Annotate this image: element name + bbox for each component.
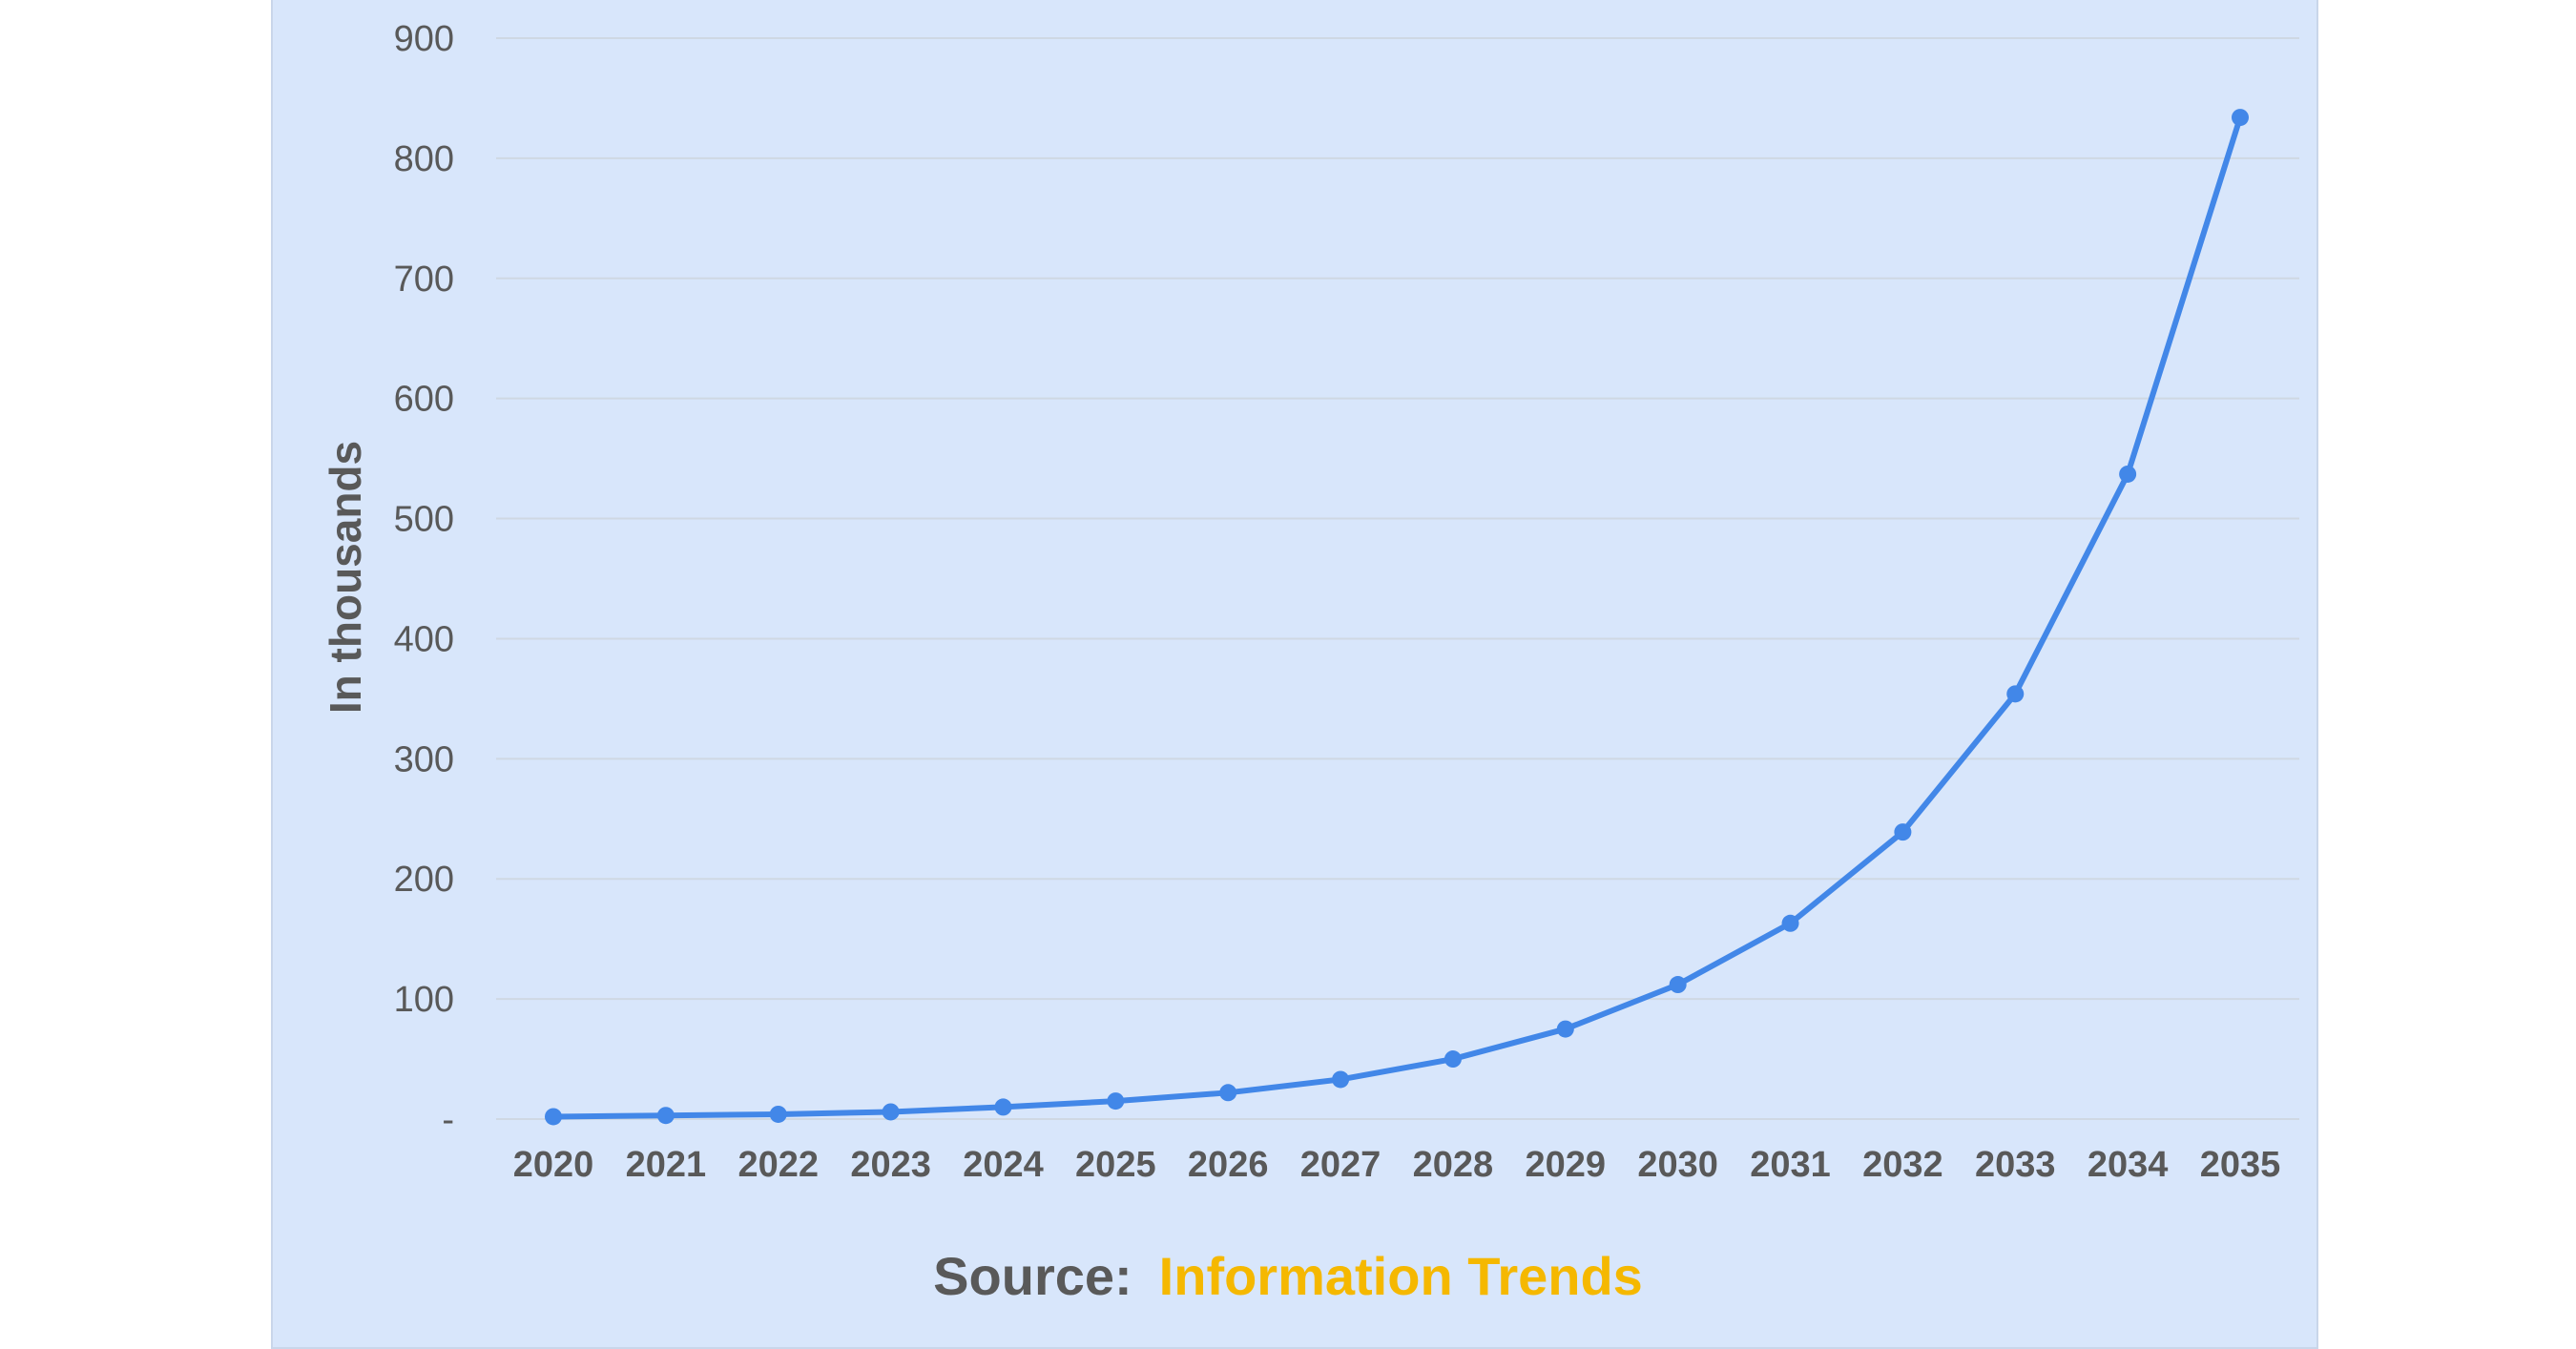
data-point <box>2006 685 2025 703</box>
x-tick-label: 2021 <box>626 1145 707 1185</box>
x-tick-label: 2024 <box>963 1145 1044 1185</box>
data-point <box>882 1103 900 1121</box>
data-point <box>1781 914 1799 932</box>
data-points <box>545 109 2249 1126</box>
x-tick-label: 2029 <box>1526 1145 1607 1185</box>
data-point <box>2119 465 2137 483</box>
y-tick-label: - <box>442 1100 454 1140</box>
data-point <box>656 1107 675 1125</box>
y-tick-label: 500 <box>394 500 454 540</box>
x-axis-ticks: 2020 2021 2022 2023 2024 2025 2026 2027 2028 2029… <box>513 1145 2281 1185</box>
data-point <box>2232 109 2249 127</box>
series-line <box>551 114 2243 1120</box>
source-value: Information Trends <box>1158 1246 1643 1306</box>
data-point <box>1894 823 1912 841</box>
x-tick-label: 2023 <box>850 1145 931 1185</box>
x-tick-label: 2032 <box>1862 1145 1943 1185</box>
data-point <box>545 1108 562 1126</box>
x-tick-label: 2031 <box>1750 1145 1831 1185</box>
y-axis-label: In thousands <box>321 441 370 714</box>
chart-panel <box>271 0 2318 1349</box>
y-tick-label: 700 <box>394 259 454 300</box>
series-line-layer <box>551 114 2243 1120</box>
source-caption: Source: Information Trends <box>0 1245 2576 1307</box>
x-tick-label: 2028 <box>1413 1145 1494 1185</box>
y-tick-label: 900 <box>394 19 454 59</box>
gridlines <box>496 37 2299 1120</box>
y-tick-label: 100 <box>394 980 454 1020</box>
data-point <box>1107 1092 1125 1110</box>
x-tick-label: 2026 <box>1188 1145 1269 1185</box>
data-point <box>1669 976 1687 994</box>
y-tick-label: 400 <box>394 619 454 659</box>
x-tick-label: 2027 <box>1300 1145 1381 1185</box>
data-point <box>1444 1050 1462 1069</box>
data-point <box>994 1098 1012 1116</box>
y-tick-label: 300 <box>394 739 454 779</box>
x-tick-label: 2033 <box>1975 1145 2056 1185</box>
x-tick-label: 2020 <box>513 1145 594 1185</box>
y-tick-label: 800 <box>394 139 454 179</box>
y-axis-ticks: - 100 200 300 400 500 600 700 800 900 <box>394 19 454 1140</box>
data-point <box>1556 1020 1574 1038</box>
x-tick-label: 2035 <box>2200 1145 2281 1185</box>
x-tick-label: 2030 <box>1637 1145 1718 1185</box>
data-point <box>1332 1070 1350 1089</box>
y-tick-label: 600 <box>394 380 454 420</box>
x-tick-label: 2034 <box>2088 1145 2169 1185</box>
source-label: Source: <box>933 1246 1132 1306</box>
data-point <box>1219 1084 1237 1102</box>
x-tick-label: 2022 <box>737 1145 819 1185</box>
data-point <box>769 1105 787 1123</box>
x-tick-label: 2025 <box>1075 1145 1156 1185</box>
y-tick-label: 200 <box>394 860 454 900</box>
